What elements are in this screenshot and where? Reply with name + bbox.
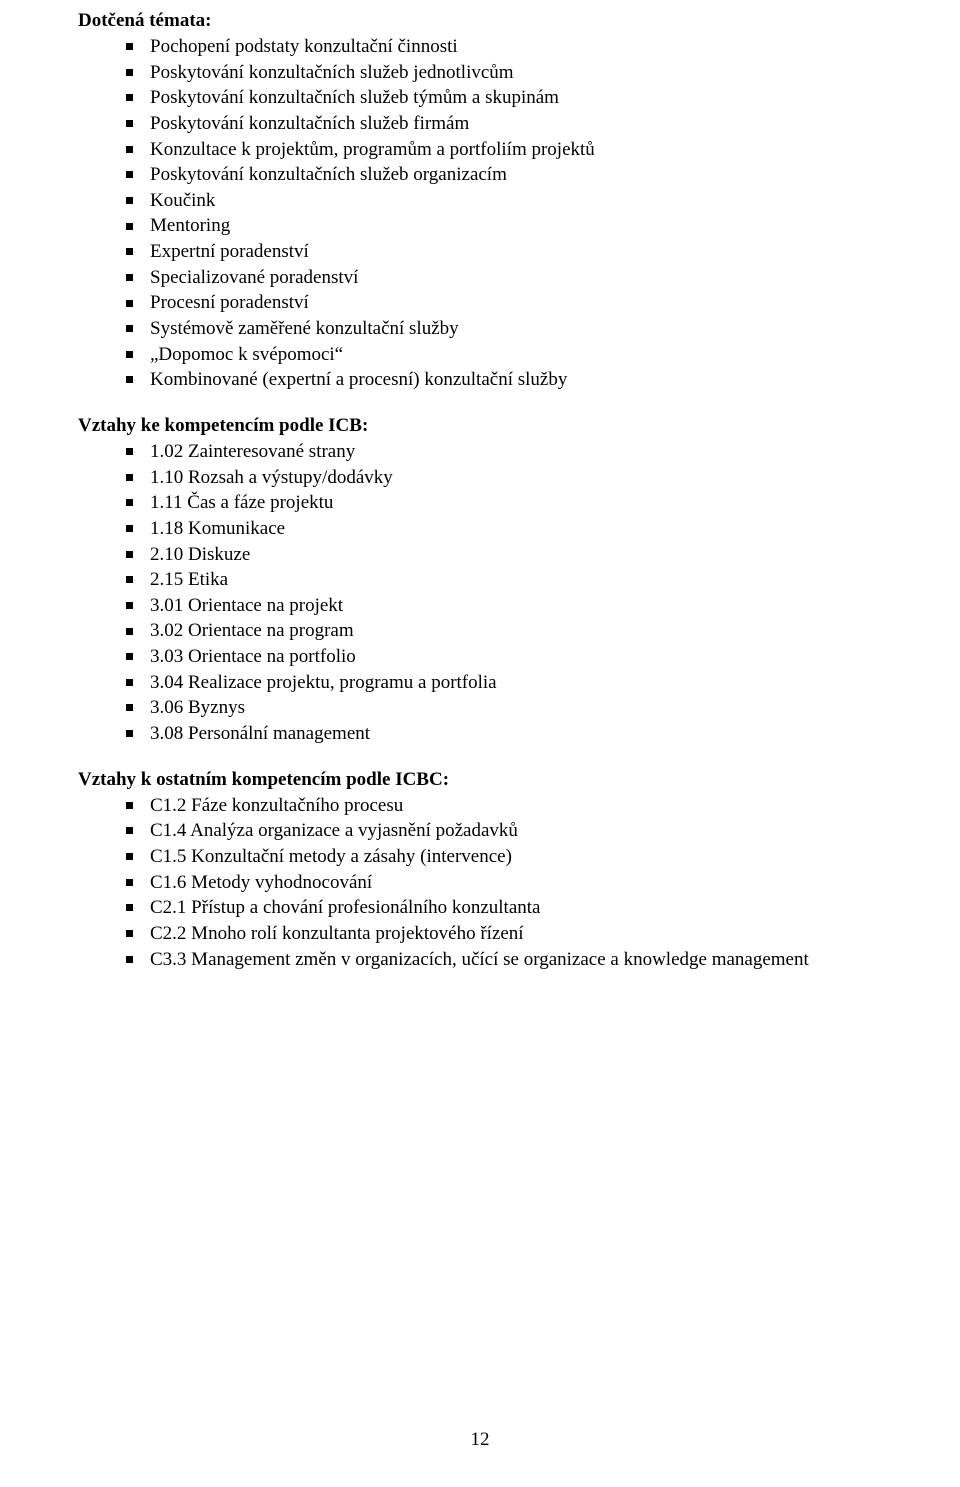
- list-item: Mentoring: [126, 213, 882, 239]
- document-page: Dotčená témata: Pochopení podstaty konzu…: [0, 0, 960, 1487]
- list-item: Poskytování konzultačních služeb týmům a…: [126, 85, 882, 111]
- list-item: Poskytování konzultačních služeb organiz…: [126, 162, 882, 188]
- list-item: 1.11 Čas a fáze projektu: [126, 490, 882, 516]
- list-item: 3.02 Orientace na program: [126, 618, 882, 644]
- list-item: Pochopení podstaty konzultační činnosti: [126, 34, 882, 60]
- list-item: 3.06 Byznys: [126, 695, 882, 721]
- list-item: C3.3 Management změn v organizacích, učí…: [126, 947, 882, 973]
- list-item: 3.08 Personální management: [126, 721, 882, 747]
- list-item: 1.18 Komunikace: [126, 516, 882, 542]
- list-item: Poskytování konzultačních služeb jednotl…: [126, 60, 882, 86]
- list-item: Expertní poradenství: [126, 239, 882, 265]
- list-item: 1.10 Rozsah a výstupy/dodávky: [126, 465, 882, 491]
- list-item: 3.03 Orientace na portfolio: [126, 644, 882, 670]
- list-item: 2.10 Diskuze: [126, 542, 882, 568]
- list-item: C1.2 Fáze konzultačního procesu: [126, 793, 882, 819]
- heading-vztahy-icbc: Vztahy k ostatním kompetencím podle ICBC…: [78, 769, 882, 791]
- list-item: Kombinované (expertní a procesní) konzul…: [126, 367, 882, 393]
- list-item: „Dopomoc k svépomoci“: [126, 342, 882, 368]
- heading-vztahy-icb: Vztahy ke kompetencím podle ICB:: [78, 415, 882, 437]
- list-dotcena-temata: Pochopení podstaty konzultační činnosti …: [78, 34, 882, 393]
- list-item: Konzultace k projektům, programům a port…: [126, 137, 882, 163]
- list-item: Procesní poradenství: [126, 290, 882, 316]
- list-item: C2.1 Přístup a chování profesionálního k…: [126, 895, 882, 921]
- list-item: 3.01 Orientace na projekt: [126, 593, 882, 619]
- list-item: C2.2 Mnoho rolí konzultanta projektového…: [126, 921, 882, 947]
- list-item: Systémově zaměřené konzultační služby: [126, 316, 882, 342]
- heading-dotcena-temata: Dotčená témata:: [78, 10, 882, 32]
- list-item: C1.5 Konzultační metody a zásahy (interv…: [126, 844, 882, 870]
- list-item: C1.6 Metody vyhodnocování: [126, 870, 882, 896]
- list-vztahy-icbc: C1.2 Fáze konzultačního procesu C1.4 Ana…: [78, 793, 882, 972]
- list-item: 2.15 Etika: [126, 567, 882, 593]
- list-item: C1.4 Analýza organizace a vyjasnění poža…: [126, 818, 882, 844]
- page-number: 12: [0, 1429, 960, 1451]
- list-item: 3.04 Realizace projektu, programu a port…: [126, 670, 882, 696]
- list-item: Specializované poradenství: [126, 265, 882, 291]
- list-vztahy-icb: 1.02 Zainteresované strany 1.10 Rozsah a…: [78, 439, 882, 747]
- list-item: 1.02 Zainteresované strany: [126, 439, 882, 465]
- list-item: Poskytování konzultačních služeb firmám: [126, 111, 882, 137]
- list-item: Koučink: [126, 188, 882, 214]
